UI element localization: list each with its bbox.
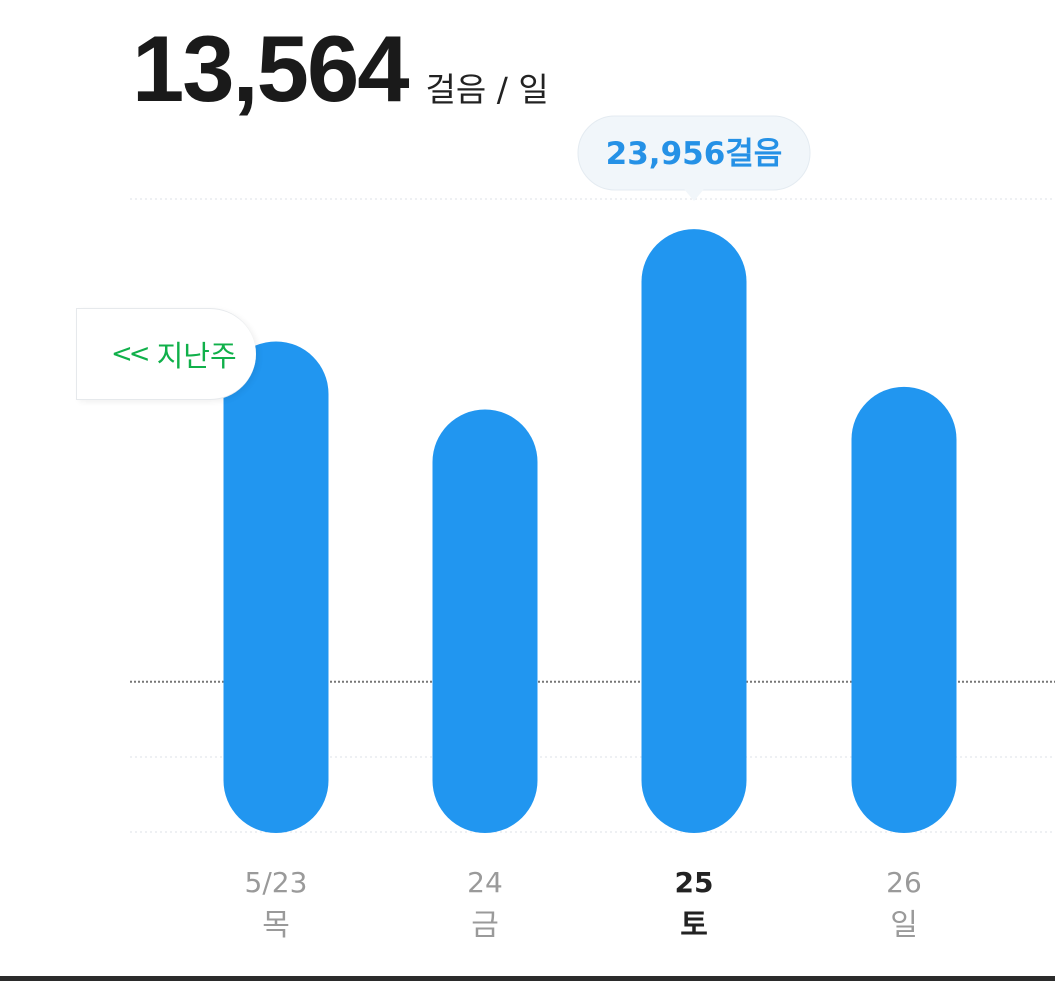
average-steps-unit: 걸음 / 일 [425,70,549,109]
x-tick-date-2: 25 [675,866,714,899]
x-tick-date-1: 24 [467,866,503,899]
daily-average-header: 13,564 걸음 / 일 [132,22,549,116]
bar-2 [641,229,747,834]
bottom-divider [0,976,1055,981]
bar-1 [432,409,538,833]
bar-0 [223,341,329,833]
x-tick-weekday-1: 금 [471,908,499,943]
tooltip-pointer [684,189,704,201]
tooltip-value-label: 23,956걸음 [606,136,783,172]
x-tick-date-0: 5/23 [245,866,308,899]
double-chevron-left-icon: << [111,339,151,369]
x-tick-weekday-2: 토 [680,908,708,943]
previous-week-label: 지난주 [156,339,237,373]
x-tick-weekday-0: 목 [262,908,290,943]
average-steps-value: 13,564 [132,16,410,121]
x-tick-date-3: 26 [886,866,922,899]
x-tick-weekday-3: 일 [890,908,918,943]
bar-3 [851,386,957,833]
previous-week-button[interactable]: << 지난주 [76,308,256,400]
